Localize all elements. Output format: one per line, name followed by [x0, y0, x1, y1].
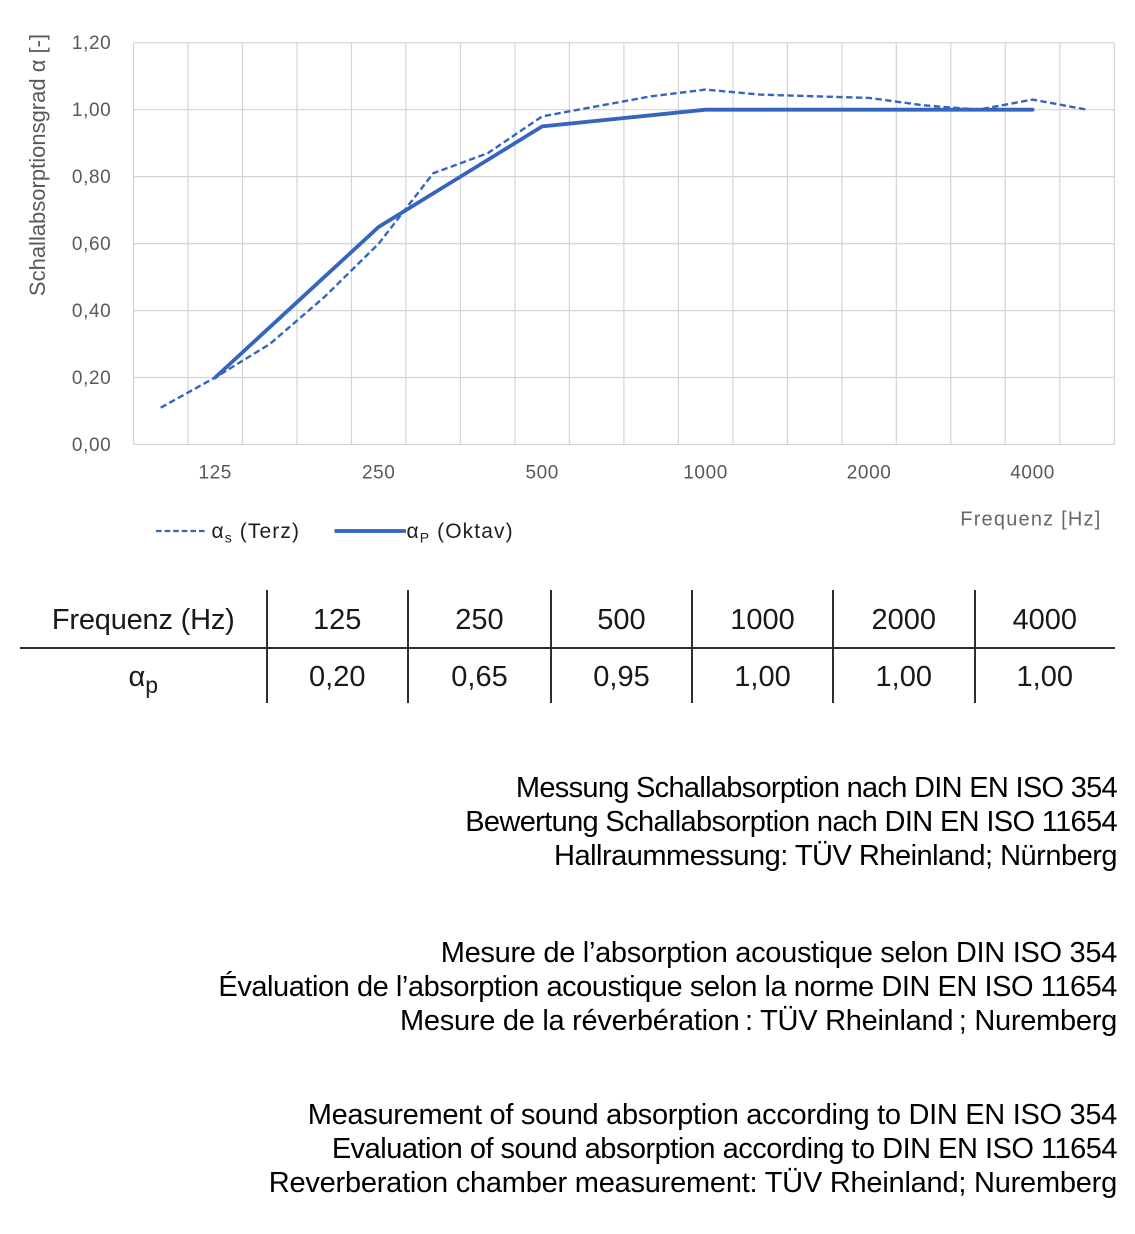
svg-text:Schallabsorptionsgrad α [-]: Schallabsorptionsgrad α [-]: [25, 34, 50, 296]
svg-text:2000: 2000: [847, 463, 892, 484]
svg-text:0,20: 0,20: [72, 368, 111, 389]
svg-text:4000: 4000: [1010, 463, 1055, 484]
svg-text:125: 125: [198, 463, 232, 484]
svg-text:0,00: 0,00: [72, 435, 111, 456]
svg-text:0,60: 0,60: [72, 234, 111, 255]
svg-text:1,20: 1,20: [72, 33, 111, 54]
svg-text:1,00: 1,00: [72, 100, 111, 121]
svg-text:0,80: 0,80: [72, 167, 111, 188]
svg-text:Frequenz [Hz]: Frequenz [Hz]: [960, 509, 1101, 531]
svg-text:500: 500: [525, 463, 559, 484]
svg-text:250: 250: [362, 463, 396, 484]
svg-text:αs (Terz): αs (Terz): [212, 520, 301, 546]
svg-text:0,40: 0,40: [72, 301, 111, 322]
svg-text:αP (Oktav): αP (Oktav): [407, 520, 514, 546]
svg-text:1000: 1000: [683, 463, 728, 484]
